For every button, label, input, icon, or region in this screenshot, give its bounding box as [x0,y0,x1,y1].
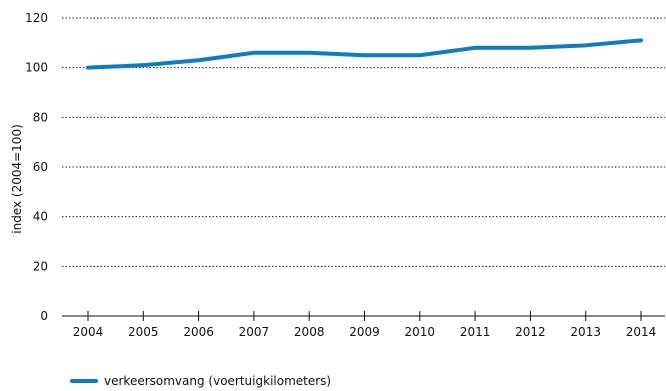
x-tick-label: 2011 [460,325,491,339]
y-tick-label: 0 [40,309,48,323]
legend: verkeersomvang (voertuigkilometers) [70,374,331,388]
x-tick-label: 2007 [239,325,270,339]
x-tick-label: 2005 [128,325,159,339]
x-tick-label: 2014 [626,325,657,339]
y-tick-label: 60 [33,160,48,174]
x-tick-label: 2004 [73,325,104,339]
y-tick-label: 20 [33,259,48,273]
y-tick-label: 40 [33,210,48,224]
y-tick-label: 100 [25,61,48,75]
x-tick-label: 2013 [570,325,601,339]
series-group [86,38,643,70]
y-axis-ticks: 0 20 40 60 80 100 120 [25,11,48,323]
x-tick-label: 2008 [294,325,325,339]
x-tick-label: 2010 [405,325,436,339]
x-tick-label: 2009 [349,325,380,339]
x-axis-ticks: 2004 2005 2006 2007 2008 2009 2010 2011 2012 2013… [73,311,657,339]
y-tick-label: 80 [33,110,48,124]
y-tick-label: 120 [25,11,48,25]
series-line [86,38,643,70]
x-tick-label: 2006 [183,325,214,339]
legend-label: verkeersomvang (voertuigkilometers) [104,374,331,388]
y-axis-title: index (2004=100) [10,124,24,234]
x-tick-label: 2012 [515,325,546,339]
gridlines [62,17,665,267]
